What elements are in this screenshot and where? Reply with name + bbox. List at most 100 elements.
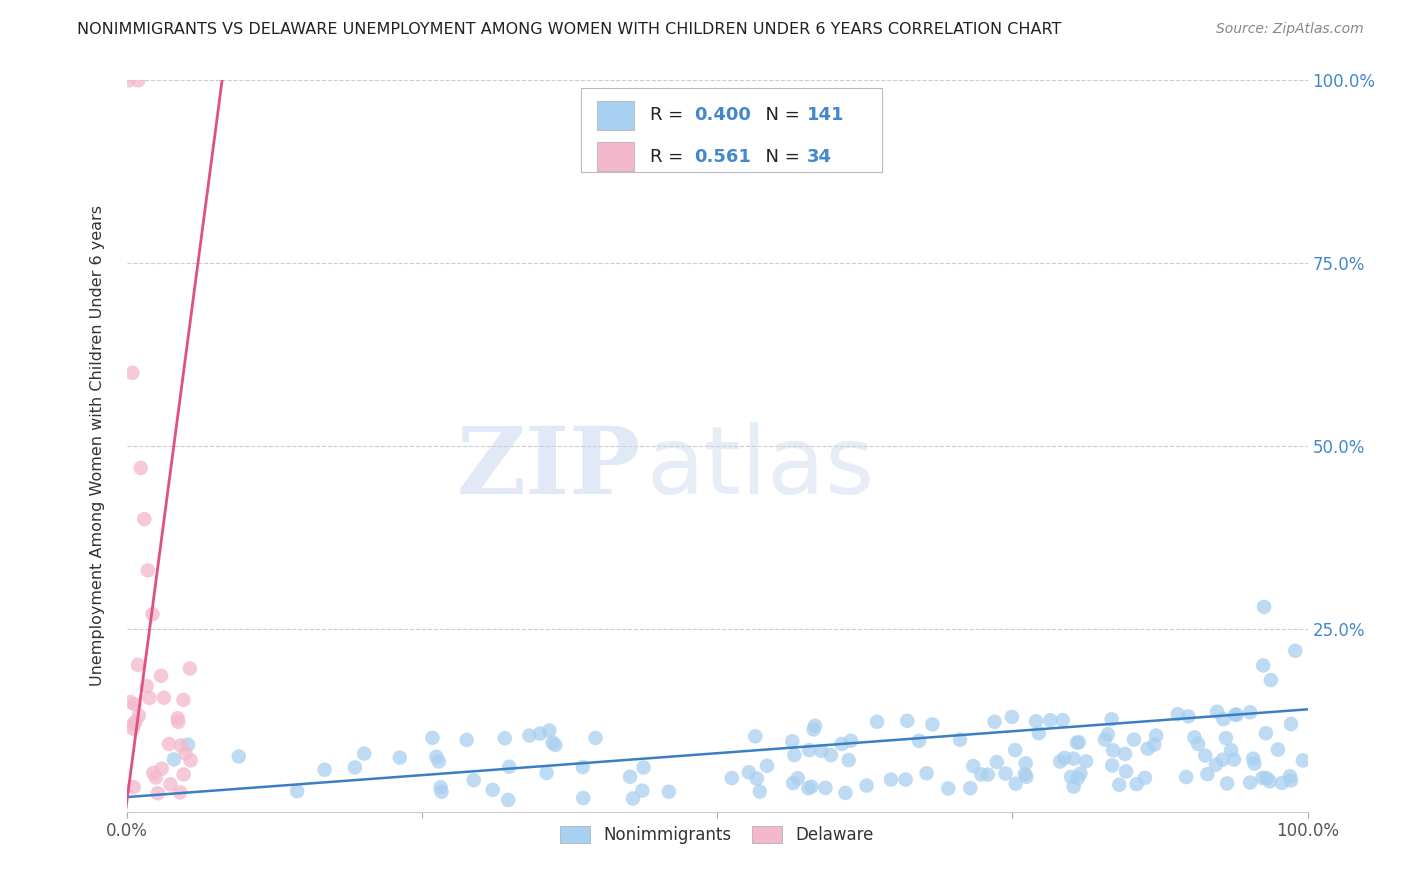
Point [536, 766, 558, 780]
Point [1284, 644, 1306, 658]
Point [631, 783, 654, 797]
Point [1053, 751, 1076, 765]
Point [797, 781, 820, 796]
Point [544, 738, 567, 752]
Point [915, 766, 938, 780]
Point [127, 657, 149, 672]
Point [1143, 738, 1166, 752]
Text: R =: R = [650, 106, 689, 124]
Point [498, 760, 520, 774]
Point [127, 73, 149, 87]
Point [949, 732, 972, 747]
Text: atlas: atlas [647, 422, 875, 514]
Text: Source: ZipAtlas.com: Source: ZipAtlas.com [1216, 22, 1364, 37]
Text: N =: N = [754, 106, 806, 124]
Point [142, 765, 165, 780]
Point [122, 722, 145, 736]
Point [786, 772, 808, 786]
Point [1014, 767, 1036, 781]
Point [167, 714, 190, 729]
Point [959, 781, 981, 796]
Point [1241, 751, 1264, 765]
Point [1063, 780, 1085, 794]
Bar [596, 101, 634, 130]
Point [921, 717, 943, 731]
Point [1001, 710, 1024, 724]
Point [1239, 775, 1261, 789]
Point [1060, 770, 1083, 784]
Point [1256, 771, 1278, 785]
Point [855, 779, 877, 793]
Point [1069, 766, 1091, 780]
Point [1025, 714, 1047, 729]
Point [1136, 741, 1159, 756]
Point [621, 791, 644, 805]
Point [1108, 778, 1130, 792]
Point [1101, 712, 1123, 726]
Point [1177, 709, 1199, 723]
Point [1102, 743, 1125, 757]
Point [1097, 727, 1119, 741]
Point [936, 781, 959, 796]
Point [163, 752, 186, 766]
Point [314, 763, 336, 777]
Point [388, 750, 411, 764]
Text: NONIMMIGRANTS VS DELAWARE UNEMPLOYMENT AMONG WOMEN WITH CHILDREN UNDER 6 YEARS C: NONIMMIGRANTS VS DELAWARE UNEMPLOYMENT A… [77, 22, 1062, 37]
Point [136, 563, 159, 577]
Point [804, 719, 827, 733]
Point [1212, 753, 1234, 767]
Point [456, 733, 478, 747]
Point [1223, 707, 1246, 722]
Point [1253, 599, 1275, 614]
Point [494, 731, 516, 746]
Point [572, 791, 595, 805]
Point [720, 771, 742, 785]
Point [172, 693, 194, 707]
Point [1123, 732, 1146, 747]
Point [1251, 658, 1274, 673]
Point [1167, 707, 1189, 722]
Point [138, 690, 160, 705]
Point [1197, 767, 1219, 781]
Point [1028, 726, 1050, 740]
Point [141, 607, 163, 622]
Point [1114, 747, 1136, 761]
Point [146, 786, 169, 800]
Point [738, 765, 761, 780]
Point [157, 737, 180, 751]
Y-axis label: Unemployment Among Women with Children Under 6 years: Unemployment Among Women with Children U… [90, 205, 105, 687]
Point [496, 793, 519, 807]
Point [1066, 735, 1088, 749]
Point [429, 780, 451, 795]
Point [1216, 776, 1239, 790]
Point [572, 760, 595, 774]
Point [782, 734, 804, 748]
Point [619, 770, 641, 784]
Point [1094, 732, 1116, 747]
Point [177, 738, 200, 752]
Point [118, 73, 141, 87]
Point [179, 661, 201, 675]
Point [285, 784, 308, 798]
Point [422, 731, 444, 745]
Point [1215, 731, 1237, 745]
Point [1239, 706, 1261, 720]
Point [799, 743, 821, 757]
Point [120, 695, 142, 709]
Point [166, 711, 188, 725]
Point [1004, 777, 1026, 791]
Point [1175, 770, 1198, 784]
Point [1271, 776, 1294, 790]
Point [121, 366, 143, 380]
Point [430, 785, 453, 799]
FancyBboxPatch shape [581, 87, 883, 171]
Point [145, 771, 167, 785]
Point [122, 717, 145, 731]
Point [1243, 756, 1265, 771]
Point [1220, 743, 1243, 757]
Point [1115, 764, 1137, 779]
Point [782, 776, 804, 790]
Point [180, 753, 202, 767]
Text: 0.561: 0.561 [695, 147, 751, 166]
Point [1212, 712, 1234, 726]
